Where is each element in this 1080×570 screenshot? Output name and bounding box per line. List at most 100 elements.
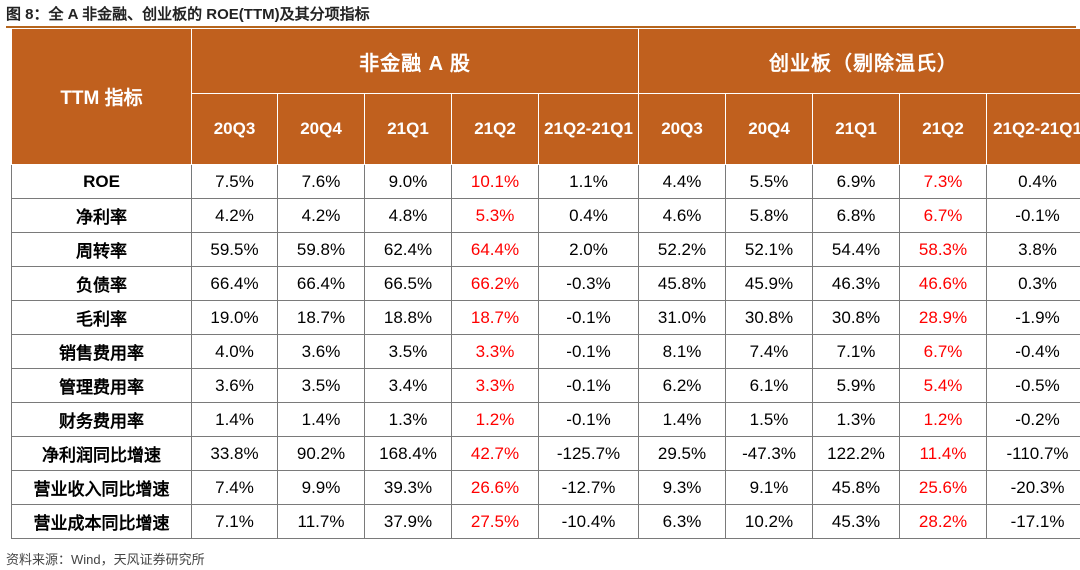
table-row: 周转率 59.5% 59.8% 62.4% 64.4% 2.0% 52.2% 52.1% 54.… bbox=[11, 232, 1080, 267]
value-cell: 1.4% bbox=[191, 402, 278, 437]
value-cell: -0.3% bbox=[537, 266, 640, 301]
value-cell: 64.4% bbox=[451, 232, 539, 267]
value-cell: -10.4% bbox=[537, 504, 640, 539]
value-cell: 9.3% bbox=[638, 470, 727, 505]
value-cell: 18.7% bbox=[451, 300, 539, 335]
value-cell: 52.2% bbox=[638, 232, 727, 267]
row-label: 管理费用率 bbox=[11, 368, 192, 403]
value-cell: 42.7% bbox=[451, 436, 539, 471]
value-cell: 62.4% bbox=[364, 232, 452, 267]
value-cell: 1.3% bbox=[364, 402, 452, 437]
value-cell: 1.4% bbox=[277, 402, 365, 437]
value-cell: 4.2% bbox=[191, 198, 278, 233]
value-cell: 30.8% bbox=[812, 300, 901, 335]
value-cell: 4.8% bbox=[364, 198, 452, 233]
value-cell: 1.4% bbox=[638, 402, 727, 437]
value-cell: 4.4% bbox=[638, 164, 727, 199]
value-cell: 27.5% bbox=[451, 504, 539, 539]
value-cell: -0.1% bbox=[537, 300, 640, 335]
table-body: ROE 7.5% 7.6% 9.0% 10.1% 1.1% 4.4% 5.5% 6.9% 7.3%… bbox=[11, 164, 1080, 539]
value-cell: 6.3% bbox=[638, 504, 727, 539]
value-cell: 5.5% bbox=[725, 164, 814, 199]
row-label: ROE bbox=[11, 164, 192, 199]
value-cell: 59.5% bbox=[191, 232, 278, 267]
value-cell: 52.1% bbox=[725, 232, 814, 267]
value-cell: 7.5% bbox=[191, 164, 278, 199]
table-row: 财务费用率 1.4% 1.4% 1.3% 1.2% -0.1% 1.4% 1.5% 1.3% 1.… bbox=[11, 402, 1080, 437]
value-cell: 29.5% bbox=[638, 436, 727, 471]
value-cell: 45.9% bbox=[725, 266, 814, 301]
value-cell: 7.3% bbox=[899, 164, 988, 199]
period-header-g2-2: 21Q1 bbox=[812, 93, 901, 165]
table-header: TTM 指标 非金融 A 股 创业板（剔除温氏） 20Q3 20Q4 21Q1 21Q… bbox=[11, 28, 1080, 165]
value-cell: 0.3% bbox=[986, 266, 1080, 301]
value-cell: 28.9% bbox=[899, 300, 988, 335]
value-cell: 1.5% bbox=[725, 402, 814, 437]
value-cell: 28.2% bbox=[899, 504, 988, 539]
value-cell: -17.1% bbox=[986, 504, 1080, 539]
value-cell: 11.4% bbox=[899, 436, 988, 471]
table-row: 营业收入同比增速 7.4% 9.9% 39.3% 26.6% -12.7% 9.3% 9.1%… bbox=[11, 470, 1080, 505]
source-note: 资料来源：Wind，天风证券研究所 bbox=[6, 552, 205, 567]
group-header-chinext: 创业板（剔除温氏） bbox=[638, 28, 1080, 94]
value-cell: -0.5% bbox=[986, 368, 1080, 403]
value-cell: 19.0% bbox=[191, 300, 278, 335]
value-cell: 58.3% bbox=[899, 232, 988, 267]
value-cell: 33.8% bbox=[191, 436, 278, 471]
value-cell: 90.2% bbox=[277, 436, 365, 471]
row-label: 毛利率 bbox=[11, 300, 192, 335]
value-cell: 168.4% bbox=[364, 436, 452, 471]
value-cell: -0.1% bbox=[986, 198, 1080, 233]
header-row-groups: TTM 指标 非金融 A 股 创业板（剔除温氏） bbox=[11, 28, 1080, 165]
value-cell: 54.4% bbox=[812, 232, 901, 267]
header-row-periods: 20Q3 20Q4 21Q1 21Q2 21Q2-21Q1 20Q3 20Q4 21Q1 21Q… bbox=[12, 93, 1080, 165]
table-row: ROE 7.5% 7.6% 9.0% 10.1% 1.1% 4.4% 5.5% 6.9% 7.3%… bbox=[11, 164, 1080, 199]
value-cell: -0.1% bbox=[537, 334, 640, 369]
value-cell: -0.2% bbox=[986, 402, 1080, 437]
value-cell: 7.4% bbox=[725, 334, 814, 369]
value-cell: 3.5% bbox=[277, 368, 365, 403]
value-cell: 2.0% bbox=[537, 232, 640, 267]
period-header-g2-0: 20Q3 bbox=[638, 93, 727, 165]
table-row: 管理费用率 3.6% 3.5% 3.4% 3.3% -0.1% 6.2% 6.1% 5.9% 5.… bbox=[11, 368, 1080, 403]
period-header-g1-2: 21Q1 bbox=[364, 93, 452, 165]
row-label: 负债率 bbox=[11, 266, 192, 301]
value-cell: 9.1% bbox=[725, 470, 814, 505]
row-label: 营业收入同比增速 bbox=[11, 470, 192, 505]
value-cell: 1.2% bbox=[899, 402, 988, 437]
value-cell: 122.2% bbox=[812, 436, 901, 471]
row-label: 营业成本同比增速 bbox=[11, 504, 192, 539]
value-cell: 6.7% bbox=[899, 334, 988, 369]
value-cell: 6.7% bbox=[899, 198, 988, 233]
value-cell: -0.1% bbox=[537, 368, 640, 403]
value-cell: 0.4% bbox=[986, 164, 1080, 199]
value-cell: 11.7% bbox=[277, 504, 365, 539]
value-cell: 5.3% bbox=[451, 198, 539, 233]
value-cell: 5.9% bbox=[812, 368, 901, 403]
period-header-g2-1: 20Q4 bbox=[725, 93, 814, 165]
value-cell: 3.6% bbox=[191, 368, 278, 403]
period-header-g1-1: 20Q4 bbox=[277, 93, 365, 165]
row-label: 销售费用率 bbox=[11, 334, 192, 369]
value-cell: -47.3% bbox=[725, 436, 814, 471]
value-cell: -12.7% bbox=[537, 470, 640, 505]
value-cell: 26.6% bbox=[451, 470, 539, 505]
value-cell: -1.9% bbox=[986, 300, 1080, 335]
roe-table: TTM 指标 非金融 A 股 创业板（剔除温氏） 20Q3 20Q4 21Q1 21Q… bbox=[11, 28, 1080, 539]
value-cell: 39.3% bbox=[364, 470, 452, 505]
value-cell: 45.3% bbox=[812, 504, 901, 539]
value-cell: 5.8% bbox=[725, 198, 814, 233]
value-cell: 5.4% bbox=[899, 368, 988, 403]
value-cell: 46.6% bbox=[899, 266, 988, 301]
value-cell: -0.4% bbox=[986, 334, 1080, 369]
value-cell: 1.2% bbox=[451, 402, 539, 437]
value-cell: 4.6% bbox=[638, 198, 727, 233]
table-row: 净利润同比增速 33.8% 90.2% 168.4% 42.7% -125.7% 29.5%… bbox=[11, 436, 1080, 471]
value-cell: 66.4% bbox=[277, 266, 365, 301]
metric-column-header: TTM 指标 bbox=[11, 28, 192, 165]
period-header-g2-3: 21Q2 bbox=[899, 93, 988, 165]
value-cell: -125.7% bbox=[537, 436, 640, 471]
value-cell: 18.7% bbox=[277, 300, 365, 335]
value-cell: 3.3% bbox=[451, 368, 539, 403]
value-cell: 9.9% bbox=[277, 470, 365, 505]
